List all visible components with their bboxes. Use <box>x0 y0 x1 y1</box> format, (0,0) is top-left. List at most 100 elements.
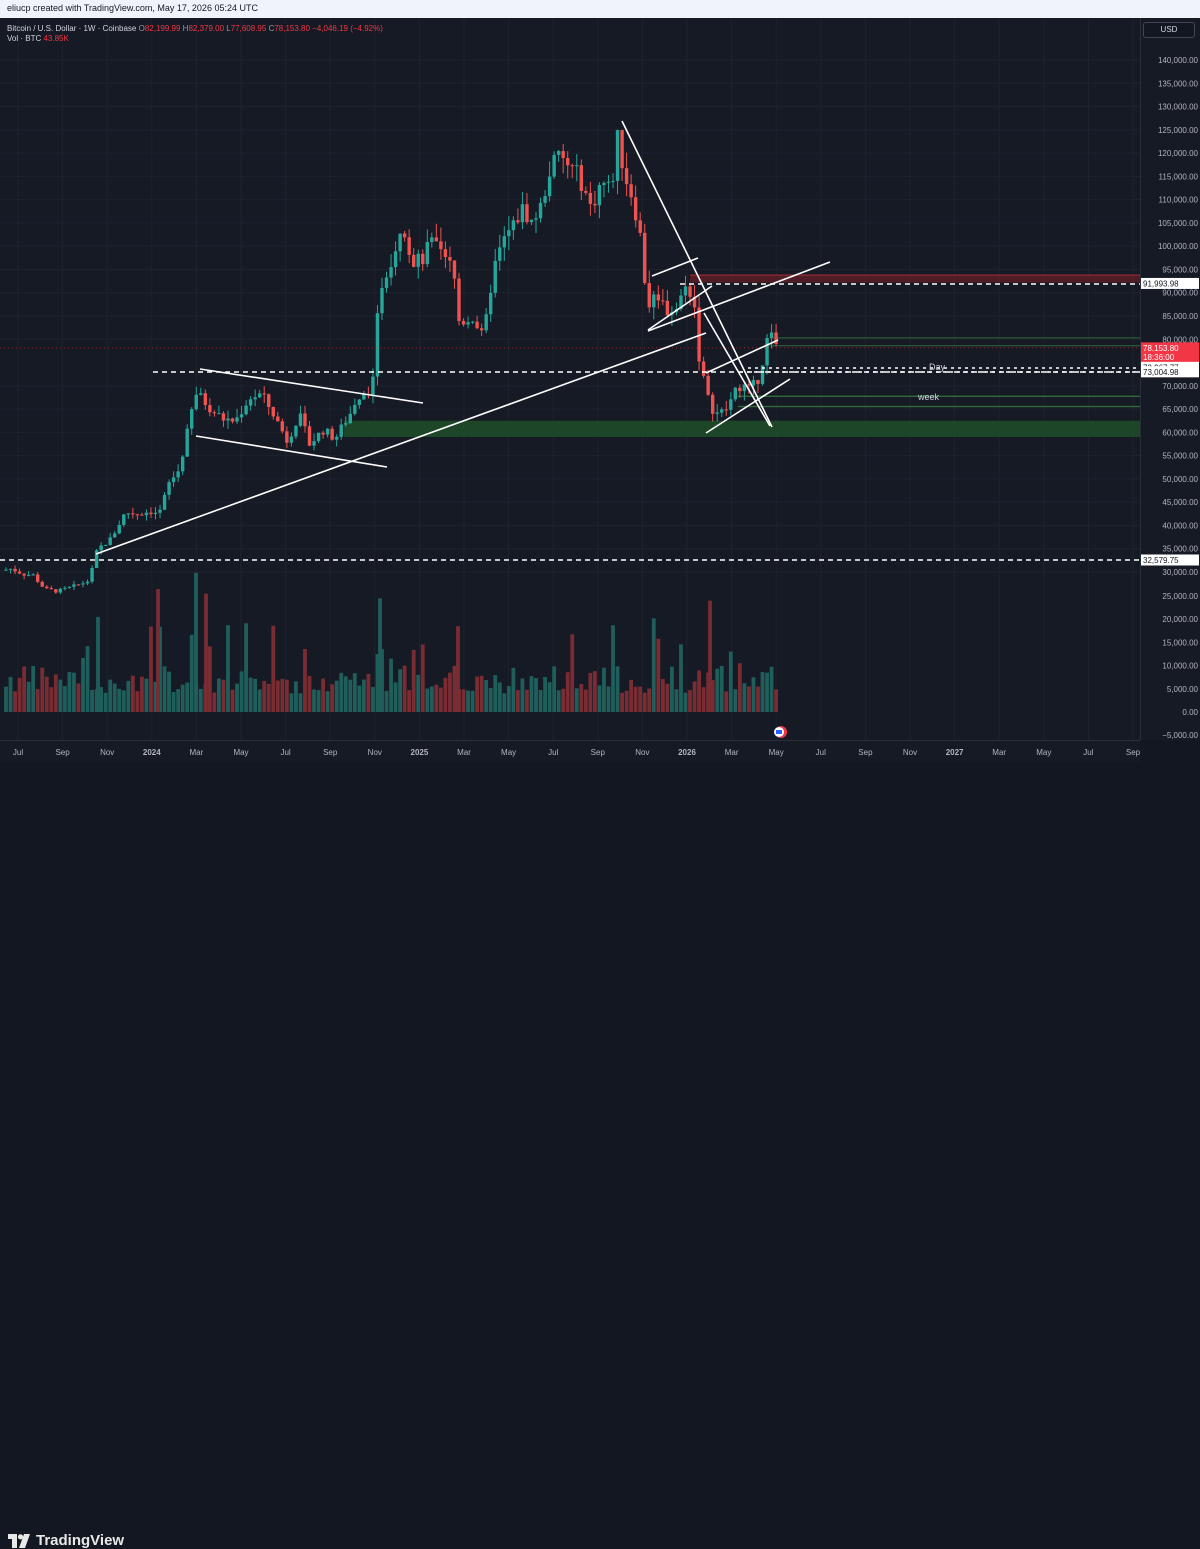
price-label[interactable]: 91,993.98 <box>1141 277 1199 289</box>
price-label[interactable]: 78,153.80 <box>1141 342 1199 354</box>
candle[interactable] <box>416 249 420 279</box>
candle[interactable] <box>167 479 171 500</box>
volume-bar[interactable] <box>701 687 706 712</box>
candle[interactable] <box>393 241 398 276</box>
candle[interactable] <box>624 152 629 197</box>
volume-bar[interactable] <box>565 672 570 712</box>
candle[interactable] <box>538 197 543 223</box>
volume-bar[interactable] <box>334 680 339 712</box>
candle[interactable] <box>756 379 760 394</box>
volume-bar[interactable] <box>774 689 778 712</box>
support-line-zone[interactable] <box>738 395 1140 397</box>
volume-bar[interactable] <box>456 626 460 712</box>
channel-lower[interactable] <box>195 435 388 468</box>
volume-bar[interactable] <box>552 666 557 712</box>
candle[interactable] <box>733 386 738 402</box>
candle[interactable] <box>706 369 710 397</box>
volume-bar[interactable] <box>692 681 697 712</box>
candle[interactable] <box>221 411 226 427</box>
candle[interactable] <box>511 216 516 240</box>
events-badge[interactable] <box>774 726 787 738</box>
candle[interactable] <box>289 432 294 447</box>
volume-bar[interactable] <box>352 673 357 712</box>
volume-bar[interactable] <box>588 672 593 712</box>
volume-bar[interactable] <box>221 679 226 712</box>
candle[interactable] <box>457 272 461 326</box>
volume-bar[interactable] <box>72 672 76 712</box>
volume-bar[interactable] <box>31 666 36 712</box>
candle[interactable] <box>49 585 53 590</box>
volume-bar[interactable] <box>13 691 17 712</box>
candle[interactable] <box>285 426 289 449</box>
volume-bar[interactable] <box>674 689 679 712</box>
volume-bar[interactable] <box>443 677 448 712</box>
candle[interactable] <box>529 219 534 226</box>
candle[interactable] <box>479 323 484 337</box>
candle[interactable] <box>81 580 85 588</box>
volume-bar[interactable] <box>742 683 747 712</box>
candle[interactable] <box>579 159 584 201</box>
candle[interactable] <box>117 520 121 535</box>
candle[interactable] <box>94 549 99 569</box>
volume-bar[interactable] <box>715 668 720 712</box>
volume-bar[interactable] <box>330 684 335 712</box>
volume-bar[interactable] <box>189 634 194 712</box>
candle[interactable] <box>199 387 203 396</box>
volume-bar[interactable] <box>611 625 615 712</box>
candle[interactable] <box>294 425 298 440</box>
candle[interactable] <box>606 175 611 193</box>
candle[interactable] <box>122 513 126 528</box>
candle[interactable] <box>566 151 570 179</box>
candle[interactable] <box>316 432 321 444</box>
volume-bar[interactable] <box>733 689 738 712</box>
bear-flag-upper[interactable] <box>651 257 699 277</box>
candle[interactable] <box>330 425 334 441</box>
candle[interactable] <box>633 185 638 228</box>
volume-bar[interactable] <box>8 677 13 712</box>
volume-bar[interactable] <box>58 679 63 712</box>
volume-bar[interactable] <box>579 683 584 712</box>
volume-bar[interactable] <box>615 666 620 712</box>
volume-bar[interactable] <box>171 691 176 712</box>
volume-bar[interactable] <box>488 688 493 712</box>
candle[interactable] <box>525 193 529 225</box>
volume-bar[interactable] <box>708 600 712 712</box>
volume-bar[interactable] <box>570 634 575 712</box>
volume-bar[interactable] <box>162 666 167 712</box>
volume-bar[interactable] <box>130 675 135 712</box>
symbol-title[interactable]: Bitcoin / U.S. Dollar · 1W · Coinbase <box>7 24 137 33</box>
candle[interactable] <box>584 186 588 196</box>
volume-bar[interactable] <box>751 677 756 712</box>
candle[interactable] <box>534 211 538 233</box>
candle[interactable] <box>262 386 266 404</box>
volume-bar[interactable] <box>660 678 665 712</box>
candle[interactable] <box>257 389 262 399</box>
volume-bar[interactable] <box>204 593 208 712</box>
candle[interactable] <box>629 174 633 206</box>
volume-bar[interactable] <box>747 686 751 712</box>
candle[interactable] <box>570 163 574 179</box>
volume-bar[interactable] <box>724 691 729 712</box>
volume-bar[interactable] <box>593 671 597 712</box>
week-annotation[interactable]: week <box>917 392 940 402</box>
volume-bar[interactable] <box>316 690 321 712</box>
candle[interactable] <box>140 512 144 516</box>
candle[interactable] <box>751 375 756 395</box>
candle[interactable] <box>375 304 380 386</box>
volume-bar[interactable] <box>765 672 769 712</box>
candle[interactable] <box>647 270 651 313</box>
volume-bar[interactable] <box>180 684 185 712</box>
candle[interactable] <box>162 491 167 511</box>
volume-bar[interactable] <box>85 646 90 712</box>
volume-bar[interactable] <box>230 689 235 712</box>
volume-bar[interactable] <box>271 625 276 712</box>
volume-bar[interactable] <box>167 671 171 712</box>
candle[interactable] <box>588 181 593 216</box>
volume-bar[interactable] <box>303 649 307 712</box>
volume-bar[interactable] <box>239 671 244 712</box>
candle[interactable] <box>36 572 40 584</box>
candle[interactable] <box>113 530 117 538</box>
volume-bar[interactable] <box>339 672 344 712</box>
volume-bar[interactable] <box>393 682 398 712</box>
candle[interactable] <box>384 271 389 293</box>
